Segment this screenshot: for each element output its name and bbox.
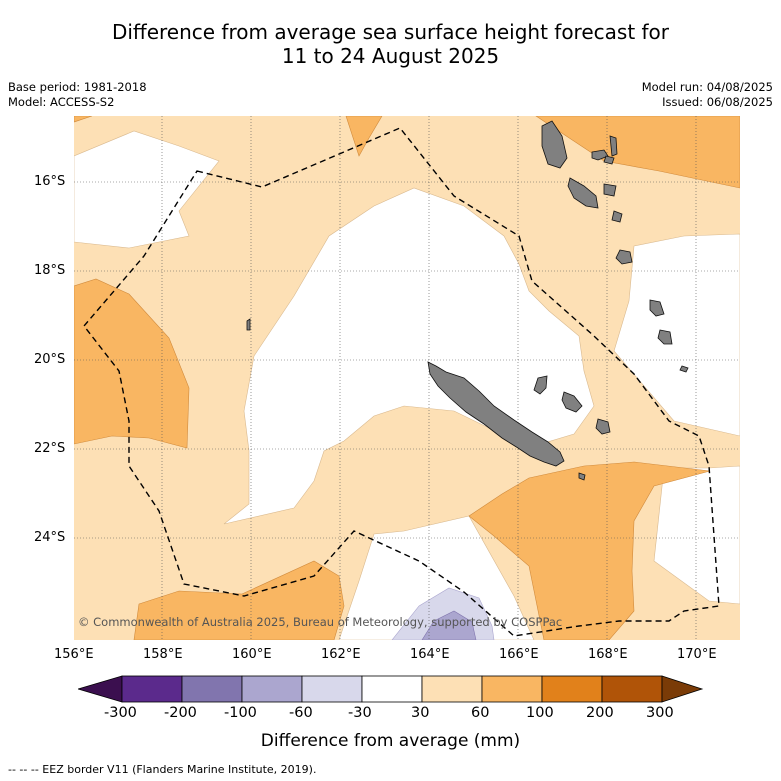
colorbar-label-30: 30 [411, 705, 430, 721]
colorbar-label-neg30: -30 [348, 705, 372, 721]
base-period-text: Base period: 1981-2018 [8, 80, 147, 94]
walpole-island [578, 472, 586, 481]
colorbar-swatch-1 [121, 675, 183, 703]
vanuatu-island-6 [615, 249, 633, 265]
eez-footnote: -- -- -- EEZ border V11 (Flanders Marine… [8, 763, 317, 776]
lon-label-158e: 158°E [143, 647, 183, 662]
meta-left: Base period: 1981-2018 Model: ACCESS-S2 [8, 80, 147, 110]
land-masses [246, 120, 689, 481]
colorbar-swatch-7 [481, 675, 543, 703]
chart-title: Difference from average sea surface heig… [0, 20, 781, 68]
colorbar-label-neg100: -100 [224, 705, 257, 721]
anomaly-60-100-south [133, 560, 345, 640]
vanuatu-island-4 [603, 155, 615, 165]
meta-right: Model run: 04/08/2025 Issued: 06/08/2025 [642, 80, 773, 110]
copyright-text: © Commonwealth of Australia 2025, Bureau… [78, 615, 562, 629]
loyalty-island-1 [533, 375, 548, 395]
colorbar-swatch-8 [541, 675, 603, 703]
neutral-region-east [613, 233, 740, 437]
neutral-region-central [223, 187, 595, 525]
lon-label-162e: 162°E [321, 647, 361, 662]
model-text: Model: ACCESS-S2 [8, 95, 115, 109]
colorbar-label-neg200: -200 [164, 705, 197, 721]
gridlines [74, 116, 740, 640]
vanuatu-island-3 [609, 135, 618, 157]
title-line-1: Difference from average sea surface heig… [111, 20, 670, 44]
lon-label-164e: 164°E [410, 647, 450, 662]
issued-text: Issued: 06/08/2025 [662, 95, 773, 109]
loyalty-island-3 [595, 418, 611, 435]
loyalty-east-island-2 [657, 329, 673, 345]
lon-label-156e: 156°E [54, 647, 94, 662]
model-run-text: Model run: 04/08/2025 [641, 80, 773, 94]
colorbar-label-100: 100 [526, 705, 554, 721]
neutral-region-top-left [74, 130, 220, 249]
title-line-2: 11 to 24 August 2025 [281, 44, 500, 68]
chesterfield-islet [246, 318, 251, 331]
colorbar [78, 675, 704, 703]
lat-label-18s: 18°S [34, 263, 66, 278]
colorbar-label-neg60: -60 [289, 705, 313, 721]
loyalty-east-island-3 [679, 365, 689, 373]
vanuatu-island-espiritu [541, 120, 568, 169]
lat-label-22s: 22°S [34, 441, 66, 456]
eez-border [83, 127, 720, 637]
anomaly-neg-60-100 [421, 610, 477, 640]
lat-label-24s: 24°S [34, 530, 66, 545]
colorbar-swatch-3 [241, 675, 303, 703]
colorbar-label-300: 300 [646, 705, 674, 721]
anomaly-60-100-nw [74, 116, 93, 123]
lon-label-160e: 160°E [232, 647, 272, 662]
lon-label-170e: 170°E [677, 647, 717, 662]
vanuatu-island-malekula [567, 177, 599, 209]
colorbar-swatch-5 [361, 675, 423, 703]
colorbar-swatch-2 [181, 675, 243, 703]
colorbar-swatch-6 [421, 675, 483, 703]
loyalty-east-island [649, 299, 665, 317]
anomaly-60-100-se [468, 461, 711, 640]
colorbar-label-neg300: -300 [104, 705, 137, 721]
sea-level-map: © Commonwealth of Australia 2025, Bureau… [74, 116, 740, 640]
loyalty-island-2 [561, 391, 583, 413]
colorbar-label-200: 200 [586, 705, 614, 721]
colorbar-extend-high [661, 675, 704, 703]
lat-label-16s: 16°S [34, 174, 66, 189]
colorbar-swatch-9 [601, 675, 663, 703]
new-caledonia-land [427, 361, 565, 467]
colorbar-label-60: 60 [471, 705, 490, 721]
anomaly-60-100-top [345, 116, 383, 157]
lon-label-166e: 166°E [499, 647, 539, 662]
vanuatu-island-5 [603, 183, 617, 197]
anomaly-60-100-west [74, 278, 190, 449]
vanuatu-island-efate [611, 210, 623, 223]
colorbar-swatch-4 [301, 675, 363, 703]
colorbar-title: Difference from average (mm) [260, 731, 521, 751]
colorbar-extend-low [78, 675, 123, 703]
lon-label-168e: 168°E [588, 647, 628, 662]
lat-label-20s: 20°S [34, 352, 66, 367]
vanuatu-island-2 [591, 149, 609, 161]
